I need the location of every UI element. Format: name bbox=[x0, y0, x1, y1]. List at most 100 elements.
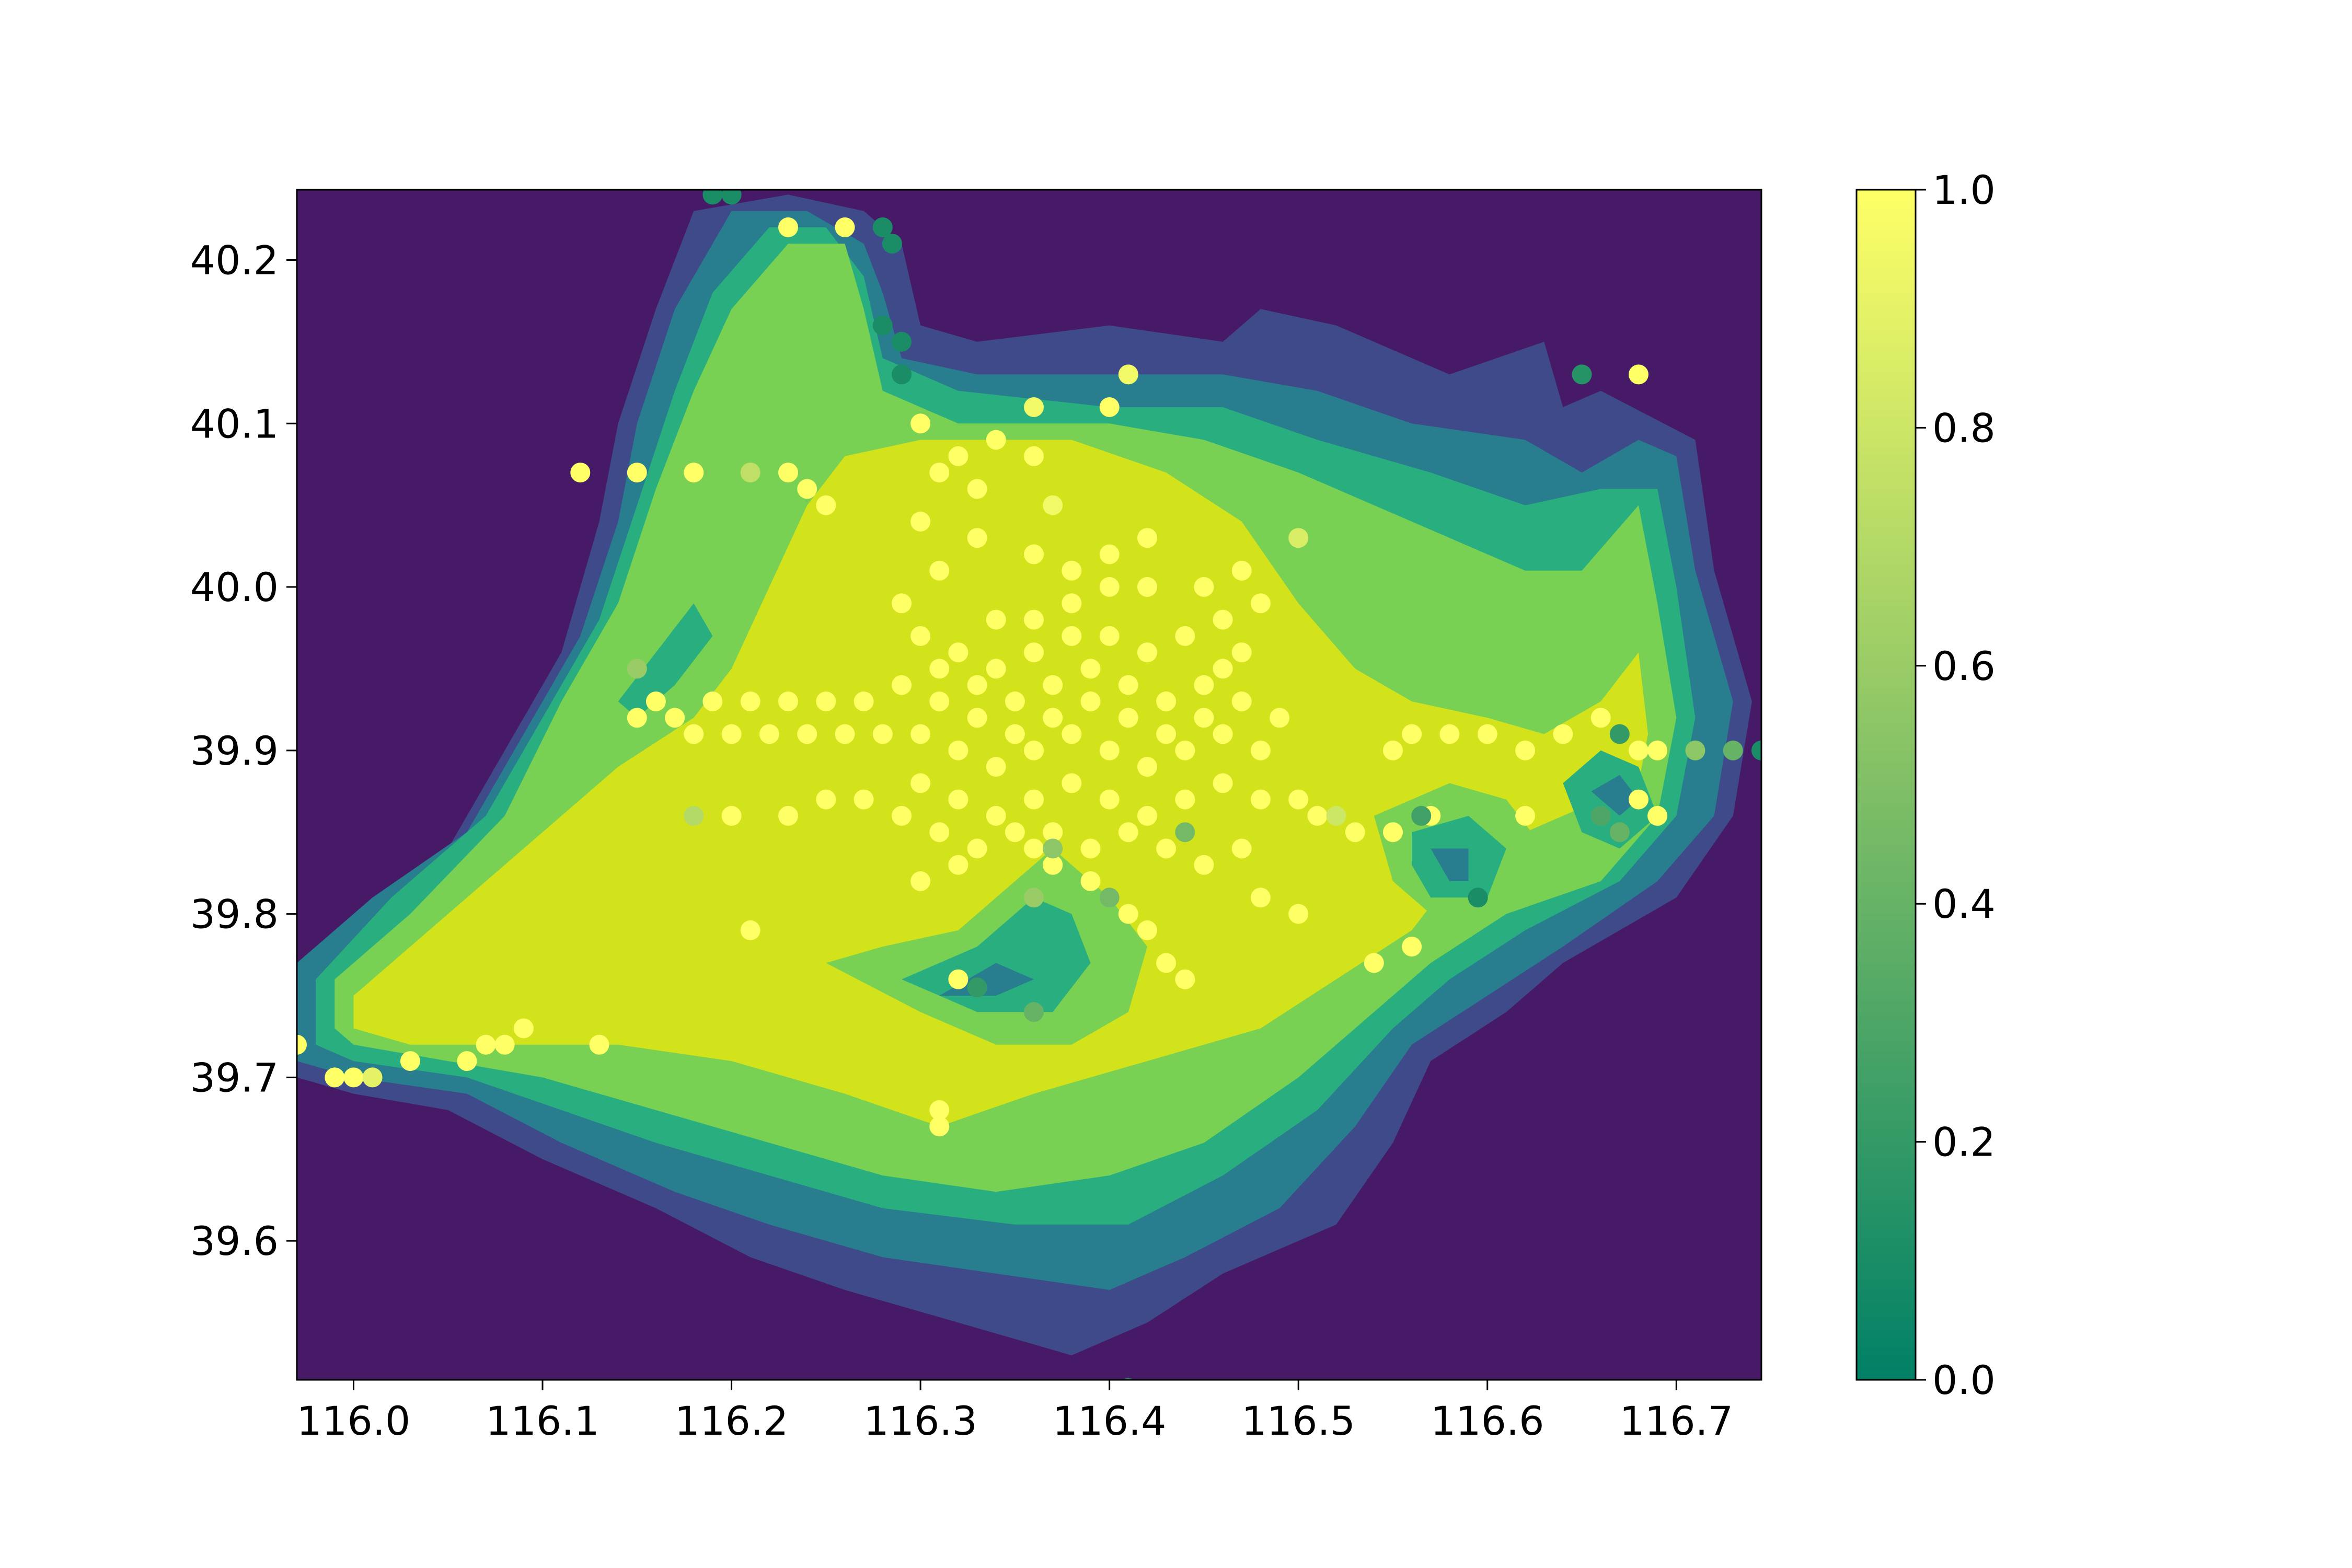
scatter-point bbox=[929, 560, 950, 581]
scatter-point bbox=[702, 691, 723, 711]
scatter-point bbox=[1005, 822, 1025, 843]
scatter-point bbox=[297, 1034, 307, 1055]
scatter-point bbox=[1213, 724, 1233, 744]
scatter-point bbox=[1062, 560, 1082, 581]
scatter-point bbox=[494, 1034, 515, 1055]
scatter-point bbox=[627, 659, 647, 679]
scatter-point bbox=[1231, 838, 1252, 859]
scatter-point bbox=[1250, 740, 1271, 760]
scatter-point bbox=[892, 364, 912, 385]
contour-depression-far-east-core bbox=[1591, 775, 1639, 816]
scatter-point bbox=[1024, 789, 1044, 810]
x-tick-label: 116.0 bbox=[297, 1398, 411, 1444]
scatter-point bbox=[929, 463, 950, 483]
colorbar-tick-label: 0.8 bbox=[1932, 405, 1996, 451]
scatter-point bbox=[1024, 544, 1044, 564]
scatter-point bbox=[1043, 675, 1063, 695]
scatter-points bbox=[297, 190, 1761, 1380]
scatter-point bbox=[1080, 691, 1101, 711]
scatter-point bbox=[1137, 757, 1157, 777]
scatter-point bbox=[1383, 740, 1403, 760]
scatter-point bbox=[835, 724, 855, 744]
scatter-point bbox=[1137, 642, 1157, 663]
scatter-point bbox=[1062, 626, 1082, 646]
scatter-point bbox=[759, 724, 779, 744]
scatter-point bbox=[1326, 805, 1346, 826]
y-axis: 39.6 39.7 39.8 39.9 40.0 40.1 40.2 bbox=[190, 237, 297, 1264]
scatter-point bbox=[1005, 724, 1025, 744]
scatter-point bbox=[986, 659, 1006, 679]
scatter-point bbox=[1288, 789, 1309, 810]
scatter-point bbox=[797, 724, 817, 744]
scatter-point bbox=[1043, 855, 1063, 875]
scatter-point bbox=[1062, 593, 1082, 614]
y-tick-label: 39.7 bbox=[190, 1054, 279, 1101]
y-tick-label: 40.0 bbox=[190, 564, 279, 610]
scatter-point bbox=[1647, 805, 1668, 826]
scatter-point bbox=[967, 708, 987, 728]
scatter-point bbox=[476, 1034, 496, 1055]
scatter-point bbox=[1175, 626, 1195, 646]
y-tick-label: 39.6 bbox=[190, 1218, 279, 1264]
scatter-point bbox=[1137, 528, 1157, 548]
y-tick-label: 39.8 bbox=[190, 891, 279, 938]
scatter-point bbox=[1609, 822, 1630, 843]
contour-depression-east-core bbox=[1431, 848, 1469, 881]
scatter-point bbox=[816, 691, 836, 711]
scatter-point bbox=[1231, 691, 1252, 711]
scatter-point bbox=[1024, 1002, 1044, 1022]
scatter-point bbox=[882, 234, 902, 254]
scatter-point bbox=[948, 855, 969, 875]
scatter-point bbox=[1024, 446, 1044, 466]
x-tick-label: 116.5 bbox=[1241, 1398, 1355, 1444]
scatter-point bbox=[1629, 740, 1648, 760]
scatter-point bbox=[1043, 838, 1063, 859]
scatter-point bbox=[1439, 724, 1460, 744]
scatter-point bbox=[1515, 805, 1536, 826]
scatter-point bbox=[910, 626, 931, 646]
scatter-point bbox=[1099, 887, 1120, 908]
scatter-point bbox=[1553, 724, 1573, 744]
scatter-point bbox=[1099, 544, 1120, 564]
x-tick-label: 116.2 bbox=[675, 1398, 789, 1444]
scatter-point bbox=[721, 724, 742, 744]
scatter-point bbox=[1175, 789, 1195, 810]
scatter-point bbox=[1024, 740, 1044, 760]
x-tick-label: 116.1 bbox=[486, 1398, 599, 1444]
scatter-point bbox=[1194, 708, 1214, 728]
scatter-point bbox=[948, 740, 969, 760]
colorbar-tick-label: 0.4 bbox=[1932, 881, 1996, 927]
scatter-point bbox=[1307, 805, 1328, 826]
scatter-point bbox=[325, 1067, 345, 1088]
scatter-point bbox=[1099, 626, 1120, 646]
y-tick-label: 39.9 bbox=[190, 728, 279, 774]
scatter-point bbox=[1175, 740, 1195, 760]
scatter-point bbox=[986, 609, 1006, 630]
scatter-point bbox=[967, 977, 987, 998]
scatter-point bbox=[1156, 691, 1177, 711]
scatter-point bbox=[684, 724, 704, 744]
scatter-point bbox=[1099, 397, 1120, 417]
scatter-point bbox=[1194, 675, 1214, 695]
scatter-point bbox=[1175, 822, 1195, 843]
scatter-point bbox=[1024, 838, 1044, 859]
contour-fills bbox=[297, 190, 1761, 1380]
scatter-point bbox=[854, 691, 874, 711]
scatter-point bbox=[721, 190, 742, 205]
scatter-point bbox=[1402, 724, 1422, 744]
scatter-point bbox=[1723, 740, 1743, 760]
scatter-point bbox=[1250, 789, 1271, 810]
scatter-point bbox=[721, 805, 742, 826]
scatter-point bbox=[1609, 724, 1630, 744]
colorbar-gradient bbox=[1855, 189, 1917, 1381]
scatter-point bbox=[665, 708, 685, 728]
x-tick-label: 116.3 bbox=[863, 1398, 977, 1444]
scatter-point bbox=[967, 675, 987, 695]
scatter-point bbox=[740, 463, 760, 483]
scatter-point bbox=[778, 691, 798, 711]
scatter-point bbox=[1572, 364, 1592, 385]
scatter-point bbox=[967, 528, 987, 548]
scatter-point bbox=[589, 1034, 609, 1055]
scatter-point bbox=[1194, 855, 1214, 875]
